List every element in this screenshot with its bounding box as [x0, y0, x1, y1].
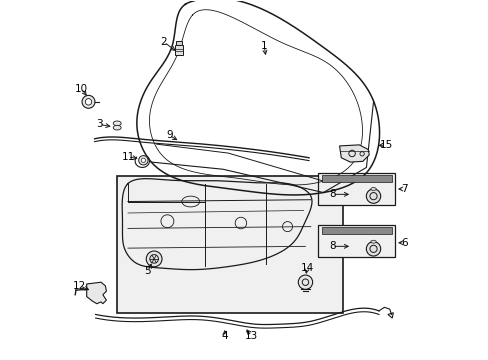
Text: 8: 8 [328, 189, 335, 199]
Text: 15: 15 [379, 140, 392, 150]
Text: 5: 5 [144, 266, 151, 276]
Bar [321, 175, 391, 182]
Bar [175, 45, 183, 55]
Polygon shape [86, 282, 106, 304]
Text: 4: 4 [221, 331, 227, 341]
Text: 7: 7 [400, 184, 407, 194]
Ellipse shape [370, 240, 375, 243]
Bar [117, 176, 343, 313]
Ellipse shape [113, 125, 121, 130]
Bar [176, 41, 182, 45]
Bar [321, 227, 391, 234]
Text: 3: 3 [96, 120, 102, 129]
Circle shape [139, 156, 148, 165]
Bar [317, 173, 394, 205]
Text: 10: 10 [75, 84, 88, 94]
Circle shape [141, 158, 145, 162]
Text: 9: 9 [165, 130, 172, 140]
Text: 6: 6 [400, 238, 407, 248]
Ellipse shape [370, 188, 375, 190]
Circle shape [146, 251, 162, 267]
Polygon shape [339, 145, 368, 162]
Text: 2: 2 [160, 37, 167, 47]
Ellipse shape [113, 121, 121, 126]
Circle shape [298, 275, 312, 289]
Circle shape [366, 189, 380, 203]
Text: 13: 13 [244, 331, 258, 341]
Circle shape [366, 242, 380, 256]
Text: 12: 12 [73, 281, 86, 291]
Circle shape [82, 95, 95, 108]
Bar [317, 225, 394, 257]
Text: 11: 11 [121, 152, 134, 162]
Text: 1: 1 [261, 41, 267, 50]
Text: 8: 8 [328, 241, 335, 251]
Text: 14: 14 [300, 263, 313, 273]
Circle shape [85, 99, 92, 105]
